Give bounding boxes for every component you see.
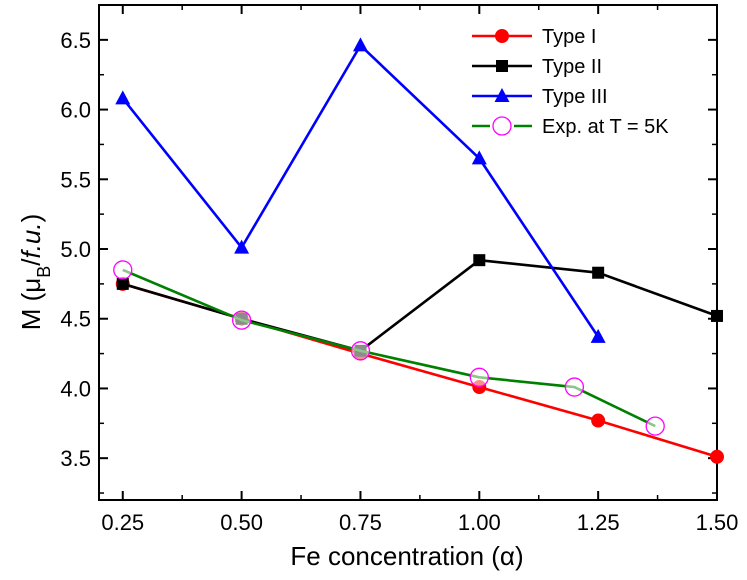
legend-item: Type I bbox=[472, 26, 596, 48]
y-axis-title-sub: B bbox=[34, 266, 54, 278]
legend-marker bbox=[492, 116, 512, 136]
data-point bbox=[113, 260, 133, 280]
x-tick-label: 0.75 bbox=[339, 510, 382, 535]
series-line bbox=[122, 258, 718, 353]
legend-item: Type III bbox=[472, 86, 608, 108]
legend-marker bbox=[495, 29, 509, 43]
y-tick-label: 6.0 bbox=[60, 98, 91, 123]
data-point bbox=[590, 328, 606, 343]
data-point bbox=[115, 90, 131, 105]
x-axis: 0.25 0.50 0.75 1.00 1.25 1.50 bbox=[101, 5, 738, 535]
data-point bbox=[711, 309, 723, 322]
y-tick-label: 4.0 bbox=[60, 376, 91, 401]
y-axis-title-mid: / bbox=[16, 258, 46, 266]
data-point bbox=[471, 150, 487, 165]
x-axis-title: Fe concentration (α) bbox=[290, 541, 523, 571]
data-point bbox=[591, 413, 606, 428]
data-point bbox=[350, 341, 371, 361]
y-tick-label: 6.5 bbox=[60, 28, 91, 53]
legend-marker bbox=[496, 60, 508, 72]
legend-label: Type III bbox=[542, 86, 608, 108]
data-point bbox=[592, 266, 605, 279]
y-tick-label: 3.5 bbox=[60, 446, 91, 471]
y-axis-title-prefix: M (μ bbox=[16, 278, 46, 331]
plot-area bbox=[98, 4, 718, 501]
series-line bbox=[121, 44, 600, 338]
legend-label: Type I bbox=[542, 26, 596, 48]
data-point bbox=[469, 367, 489, 387]
plot-frame bbox=[98, 4, 718, 501]
data-point bbox=[564, 377, 585, 397]
y-tick-label: 4.5 bbox=[60, 307, 91, 332]
data-point bbox=[352, 37, 368, 52]
data-point bbox=[116, 277, 129, 290]
legend-label: Exp. at T = 5K bbox=[542, 116, 669, 138]
series-4 bbox=[113, 260, 665, 436]
y-tick-label: 5.0 bbox=[60, 237, 91, 262]
y-tick-label: 5.5 bbox=[60, 167, 91, 192]
x-tick-label: 1.00 bbox=[458, 510, 501, 535]
data-point bbox=[710, 449, 724, 464]
x-tick-label: 1.25 bbox=[577, 510, 620, 535]
data-point bbox=[473, 254, 486, 267]
y-axis-title-italic: f.u. bbox=[16, 222, 46, 258]
data-point bbox=[645, 416, 665, 436]
legend-item: Exp. at T = 5K bbox=[472, 116, 669, 138]
x-tick-label: 1.50 bbox=[696, 510, 739, 535]
legend: Type I Type II Type III Exp. at T = 5K bbox=[472, 26, 669, 138]
legend-item: Type II bbox=[472, 56, 602, 78]
series-layer bbox=[113, 37, 724, 464]
series-3 bbox=[115, 37, 606, 343]
legend-label: Type II bbox=[542, 56, 602, 78]
data-point bbox=[234, 239, 250, 254]
data-point bbox=[231, 310, 252, 330]
y-axis-title-suffix: ) bbox=[16, 214, 46, 223]
x-tick-label: 0.50 bbox=[220, 510, 263, 535]
y-axis-title: M (μB/f.u.) bbox=[16, 214, 54, 331]
y-axis: 3.5 4.0 4.5 5.0 5.5 6.0 6.5 bbox=[60, 4, 717, 494]
x-tick-label: 0.25 bbox=[101, 510, 144, 535]
series-line bbox=[122, 268, 656, 428]
legend-marker bbox=[494, 88, 510, 102]
